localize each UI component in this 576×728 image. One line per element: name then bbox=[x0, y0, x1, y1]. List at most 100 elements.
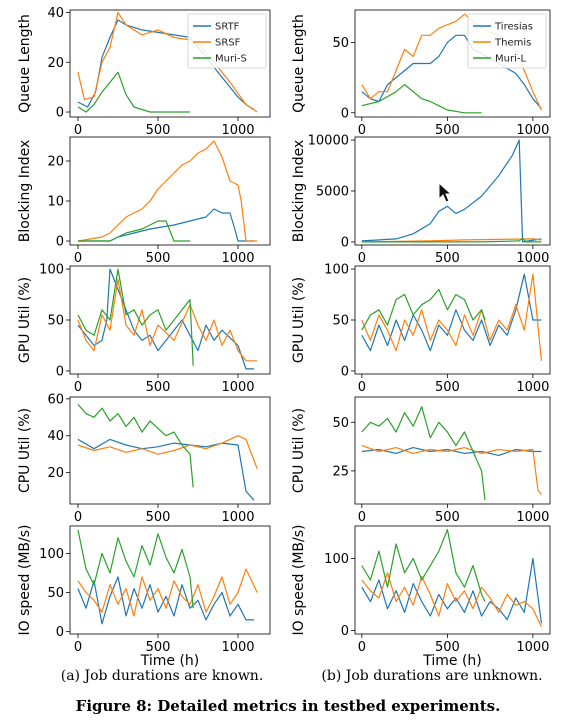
y-tick-label: 0 bbox=[341, 364, 349, 379]
series-line-tiresias bbox=[361, 273, 542, 352]
y-tick-label: 60 bbox=[47, 392, 64, 407]
series-line-muri-s bbox=[77, 529, 194, 609]
y-tick-label: 5000 bbox=[316, 185, 349, 200]
series-group bbox=[77, 404, 258, 501]
series-group bbox=[77, 529, 258, 625]
series-group bbox=[361, 139, 542, 243]
x-axis-label: Time (h) bbox=[422, 653, 482, 669]
series-line-themis bbox=[361, 572, 542, 628]
y-tick-label: 0 bbox=[341, 235, 349, 250]
series-line-themis bbox=[361, 273, 542, 361]
legend: Tiresias Themis Muri-L bbox=[467, 13, 547, 69]
plot-frame bbox=[69, 265, 271, 375]
y-axis-label: IO speed (MB/s) bbox=[291, 525, 307, 636]
y-tick-label: 0 bbox=[341, 106, 349, 121]
series-line-srsf bbox=[77, 278, 258, 362]
chart-panel-6: 0 500 1000 0 50 100 GPU Util (%) bbox=[291, 263, 551, 395]
legend-label-tiresias: Tiresias bbox=[494, 22, 533, 33]
plot-frame bbox=[69, 525, 271, 635]
x-tick-label: 500 bbox=[435, 123, 460, 138]
x-tick-label: 500 bbox=[146, 251, 171, 266]
y-tick-label: 0 bbox=[56, 106, 64, 121]
series-line-muri-l bbox=[361, 237, 542, 243]
legend-box bbox=[187, 13, 267, 69]
x-tick-label: 0 bbox=[358, 510, 366, 525]
mouse-pointer-icon bbox=[438, 181, 453, 203]
x-tick-label: 0 bbox=[74, 123, 82, 138]
series-line-muri-s bbox=[77, 71, 190, 113]
x-tick-label: 0 bbox=[358, 640, 366, 655]
series-line-muri-s bbox=[77, 404, 194, 488]
x-tick-label: 0 bbox=[358, 251, 366, 266]
x-tick-label: 1000 bbox=[516, 380, 549, 395]
x-axis-label: Time (h) bbox=[140, 653, 200, 669]
chart-panel-8: 0 500 1000 25 50 CPU Util (%) bbox=[291, 396, 551, 525]
series-line-muri-l bbox=[361, 529, 486, 602]
series-line-muri-s bbox=[78, 220, 190, 242]
x-tick-label: 500 bbox=[435, 640, 460, 655]
y-axis-label: CPU Util (%) bbox=[17, 408, 33, 493]
x-tick-label: 0 bbox=[74, 380, 82, 395]
x-tick-label: 500 bbox=[435, 510, 460, 525]
y-tick-label: 50 bbox=[332, 36, 349, 51]
plot-frame bbox=[354, 525, 551, 635]
series-line-themis bbox=[361, 445, 542, 495]
y-axis-label: CPU Util (%) bbox=[291, 408, 307, 493]
y-tick-label: 10 bbox=[47, 195, 64, 210]
x-tick-label: 500 bbox=[146, 510, 171, 525]
series-group bbox=[77, 140, 258, 242]
legend-label-srtf: SRTF bbox=[215, 22, 240, 33]
x-tick-label: 500 bbox=[435, 380, 460, 395]
x-tick-label: 500 bbox=[146, 640, 171, 655]
y-tick-label: 20 bbox=[47, 155, 64, 170]
x-tick-label: 1000 bbox=[221, 510, 254, 525]
series-line-tiresias bbox=[361, 34, 542, 109]
series-line-srtf bbox=[77, 438, 255, 501]
series-group bbox=[361, 529, 542, 628]
legend-label-themis: Themis bbox=[494, 38, 531, 49]
x-tick-label: 1000 bbox=[221, 123, 254, 138]
x-tick-label: 0 bbox=[74, 510, 82, 525]
series-line-themis bbox=[361, 238, 542, 243]
chart-panel-1: 0 500 1000 0 20 40 Queue Length SRTF SRSF Muri-S bbox=[17, 6, 271, 138]
y-axis-label: Queue Length bbox=[291, 14, 307, 113]
y-tick-label: 50 bbox=[47, 314, 64, 329]
x-tick-label: 1000 bbox=[516, 640, 549, 655]
y-tick-label: 10000 bbox=[308, 134, 349, 149]
series-line-srsf bbox=[77, 568, 258, 617]
chart-panel-7: 0 500 1000 20 40 60 CPU Util (%) bbox=[17, 392, 271, 525]
series-line-srsf bbox=[77, 140, 258, 242]
legend-label-muri-s: Muri-S bbox=[215, 54, 247, 65]
series-line-tiresias bbox=[361, 447, 542, 456]
series-line-srtf bbox=[77, 576, 254, 625]
series-line-muri-s bbox=[77, 268, 194, 366]
y-tick-label: 0 bbox=[56, 625, 64, 640]
x-tick-label: 1000 bbox=[516, 510, 549, 525]
plot-frame bbox=[69, 9, 271, 118]
plot-frame bbox=[69, 136, 271, 246]
x-tick-label: 0 bbox=[358, 123, 366, 138]
chart-panel-9: 0 500 1000 0 50 100 IO speed (MB/s) Time (h) bbox=[17, 525, 271, 669]
legend-label-muri-l: Muri-L bbox=[495, 54, 526, 65]
x-tick-label: 0 bbox=[74, 640, 82, 655]
chart-panel-10: 0 500 1000 0 100 IO speed (MB/s) Time (h) bbox=[291, 525, 551, 669]
y-tick-label: 40 bbox=[47, 429, 64, 444]
legend: SRTF SRSF Muri-S bbox=[187, 13, 267, 69]
series-line-srsf bbox=[77, 11, 258, 113]
legend-box bbox=[467, 13, 547, 69]
series-line-muri-l bbox=[361, 288, 486, 331]
series-line-srsf bbox=[77, 435, 258, 470]
x-tick-label: 1000 bbox=[516, 251, 549, 266]
y-tick-label: 100 bbox=[39, 263, 64, 278]
y-tick-label: 100 bbox=[324, 263, 349, 278]
y-tick-label: 50 bbox=[47, 586, 64, 601]
chart-panel-2: 0 500 1000 0 50 Queue Length Tiresias Themis Mur… bbox=[291, 9, 551, 138]
series-line-muri-l bbox=[361, 84, 482, 114]
series-line-srtf bbox=[77, 19, 255, 111]
x-tick-label: 1000 bbox=[221, 251, 254, 266]
y-axis-label: Queue Length bbox=[17, 14, 33, 113]
caption-right: (b) Job durations are unknown. bbox=[321, 668, 542, 684]
